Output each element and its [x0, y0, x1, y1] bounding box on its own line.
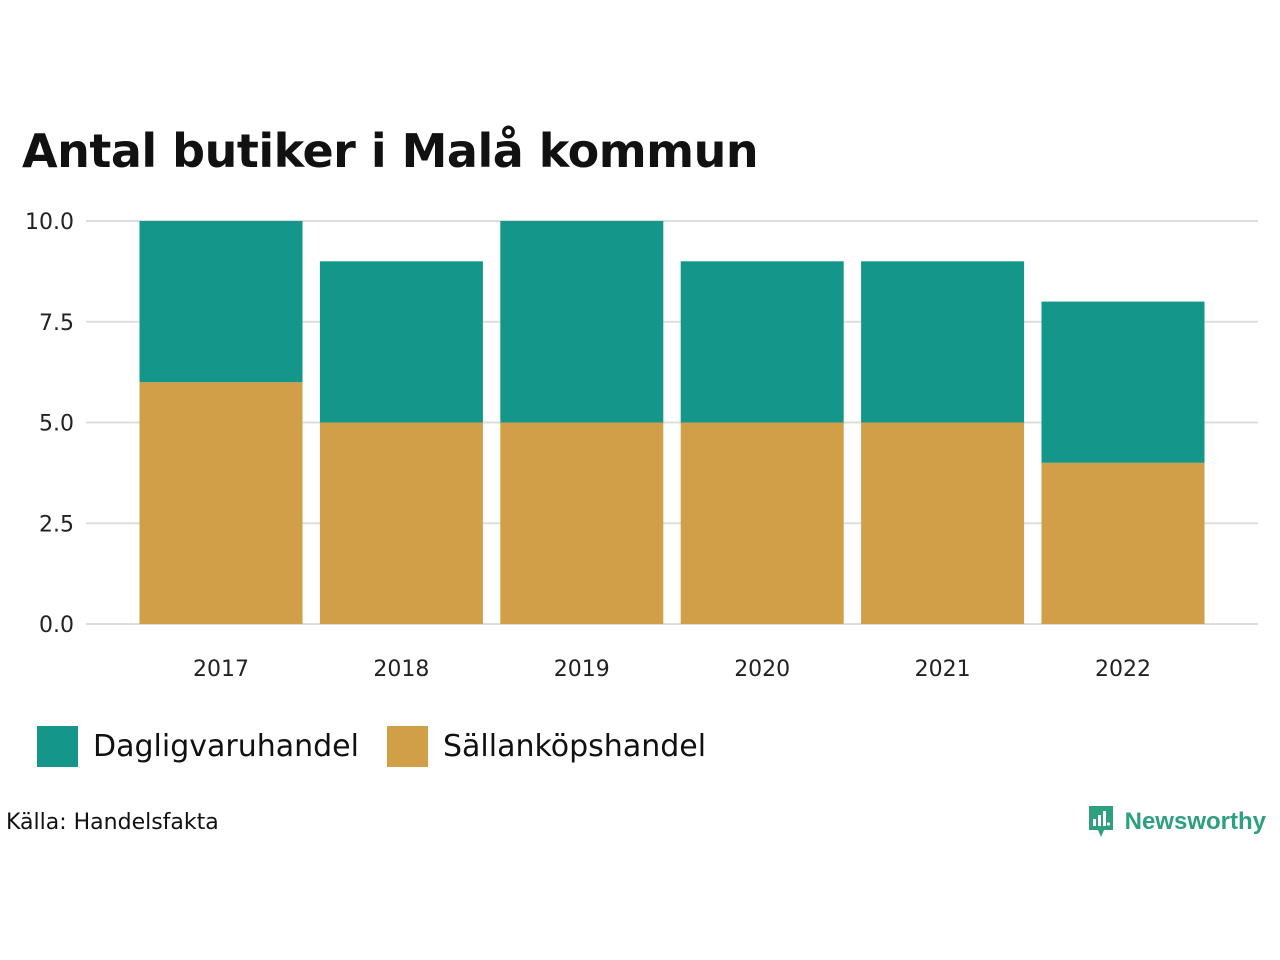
x-tick-label: 2022 [1095, 657, 1151, 682]
x-tick-label: 2019 [554, 657, 610, 682]
bar-dagligvaruhandel-2021 [861, 261, 1025, 423]
x-axis-tick-labels: 2017 2018 2019 2020 2021 2022 [193, 657, 1151, 682]
bar-dagligvaruhandel-2022 [1041, 301, 1205, 463]
bar-sällanköpshandel-2018 [319, 422, 483, 624]
y-tick-label: 10.0 [25, 210, 74, 235]
legend-label-dagligvaruhandel: Dagligvaruhandel [93, 729, 359, 764]
x-tick-label: 2021 [915, 657, 971, 682]
source-caption: Källa: Handelsfakta [6, 810, 219, 835]
bar-dagligvaruhandel-2020 [680, 261, 844, 423]
bar-dagligvaruhandel-2019 [500, 221, 664, 423]
legend: Dagligvaruhandel Sällanköpshandel [37, 726, 734, 767]
x-tick-label: 2020 [734, 657, 790, 682]
newsworthy-logo-icon [1088, 806, 1113, 837]
bar-sällanköpshandel-2020 [680, 422, 844, 624]
stacked-bar-chart: 0.0 2.5 5.0 7.5 10.0 2017 2018 2019 2020 2021 202… [25, 210, 1258, 682]
y-axis-tick-labels: 0.0 2.5 5.0 7.5 10.0 [25, 210, 74, 638]
chart-title: Antal butiker i Malå kommun [22, 124, 759, 178]
legend-swatch-sallankopshandel [386, 726, 428, 767]
bar-sällanköpshandel-2019 [500, 422, 664, 624]
legend-item-dagligvaruhandel: Dagligvaruhandel [37, 726, 359, 767]
legend-item-sallankopshandel: Sällanköpshandel [386, 726, 707, 767]
y-tick-label: 7.5 [39, 311, 74, 336]
y-tick-label: 5.0 [39, 412, 74, 437]
bars [139, 221, 1205, 624]
legend-label-sallankopshandel: Sällanköpshandel [442, 729, 707, 764]
bar-sällanköpshandel-2017 [139, 382, 303, 624]
bar-dagligvaruhandel-2018 [319, 261, 483, 423]
y-tick-label: 2.5 [39, 512, 74, 537]
bar-sällanköpshandel-2021 [861, 422, 1025, 624]
brand: Newsworthy [1087, 804, 1266, 840]
x-tick-label: 2017 [193, 657, 249, 682]
legend-swatch-dagligvaruhandel [37, 726, 78, 767]
bar-dagligvaruhandel-2017 [139, 221, 303, 383]
bar-sällanköpshandel-2022 [1041, 462, 1205, 624]
y-tick-label: 0.0 [39, 613, 74, 638]
x-tick-label: 2018 [373, 657, 429, 682]
brand-name: Newsworthy [1124, 808, 1266, 835]
